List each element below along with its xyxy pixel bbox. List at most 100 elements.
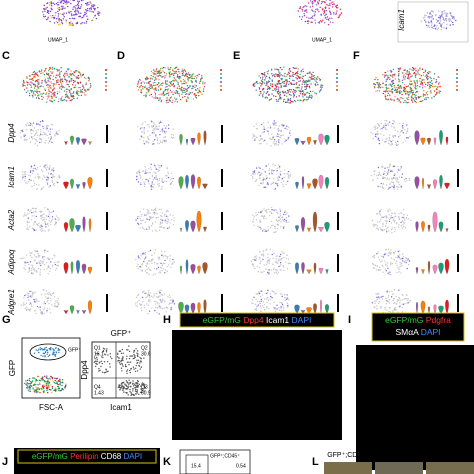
dot [282,185,284,188]
dot [156,68,158,70]
dot [255,123,258,125]
dot [158,208,161,211]
dot [164,86,167,88]
dot [410,95,413,97]
dot [24,179,26,182]
dot [30,84,32,86]
dot [155,217,157,219]
dot [140,135,143,137]
dot [408,90,411,93]
dot [250,174,252,177]
dot [129,355,131,357]
dot [398,183,401,186]
dot [69,91,71,93]
dot [411,93,414,95]
dot [27,217,30,219]
dot [428,87,430,90]
dot [321,21,323,23]
dot [38,388,41,390]
dot [308,85,311,88]
dot [294,91,296,94]
dot [29,303,31,306]
dot [51,169,53,171]
dot [409,86,411,89]
dot [46,98,49,100]
dot [48,4,51,6]
dot [252,214,254,216]
dot [26,122,29,124]
dot [56,380,59,383]
dot [312,2,314,4]
dot [370,131,372,133]
dot [258,256,261,258]
dot [270,295,272,298]
dot [321,86,323,89]
dot [57,386,60,388]
dot [430,20,432,23]
dot [434,94,437,96]
dot [402,209,404,211]
dot [270,145,272,147]
dot [279,255,281,258]
dot [168,84,170,87]
dot [30,290,32,293]
dot [31,227,34,229]
dot [256,173,259,175]
dot [51,175,54,177]
dot [314,79,316,81]
dot [59,73,61,76]
dot [157,168,159,171]
dot [53,95,55,97]
dot [201,77,203,79]
dot [65,70,68,73]
dot [314,92,316,94]
dot [429,86,432,89]
dot [79,74,82,76]
dot [412,69,414,71]
dot [303,15,306,17]
dot [300,88,303,90]
dot [449,19,452,21]
dot [275,271,277,274]
dot [140,269,142,271]
dot [286,212,288,214]
dot [51,379,54,381]
dot [31,125,34,127]
dot [140,82,143,84]
dot [301,16,304,18]
dot [44,264,46,266]
dot [282,265,284,267]
dot [391,143,394,145]
dot [435,85,437,87]
dot [405,297,408,300]
dot [279,208,281,210]
dot [161,76,163,78]
dot [61,388,63,390]
dot [423,14,426,16]
dot [194,80,197,82]
dot [430,15,433,18]
dot [41,69,43,71]
dot [279,293,282,295]
dot [132,355,134,357]
dot [159,75,162,77]
dot [39,229,42,231]
dot [36,166,39,169]
dot [66,2,68,4]
dot [28,178,31,181]
dot [39,391,41,394]
dot [251,176,254,178]
dot [389,253,392,255]
dot [275,292,277,295]
dot [448,20,451,23]
dot [83,22,86,24]
dot [402,216,404,219]
dot [386,291,388,293]
dot [378,87,380,89]
dot [50,176,53,179]
dot [51,177,54,179]
dot [140,91,142,93]
dot [136,390,138,392]
dot [416,73,418,75]
dot [287,304,290,307]
